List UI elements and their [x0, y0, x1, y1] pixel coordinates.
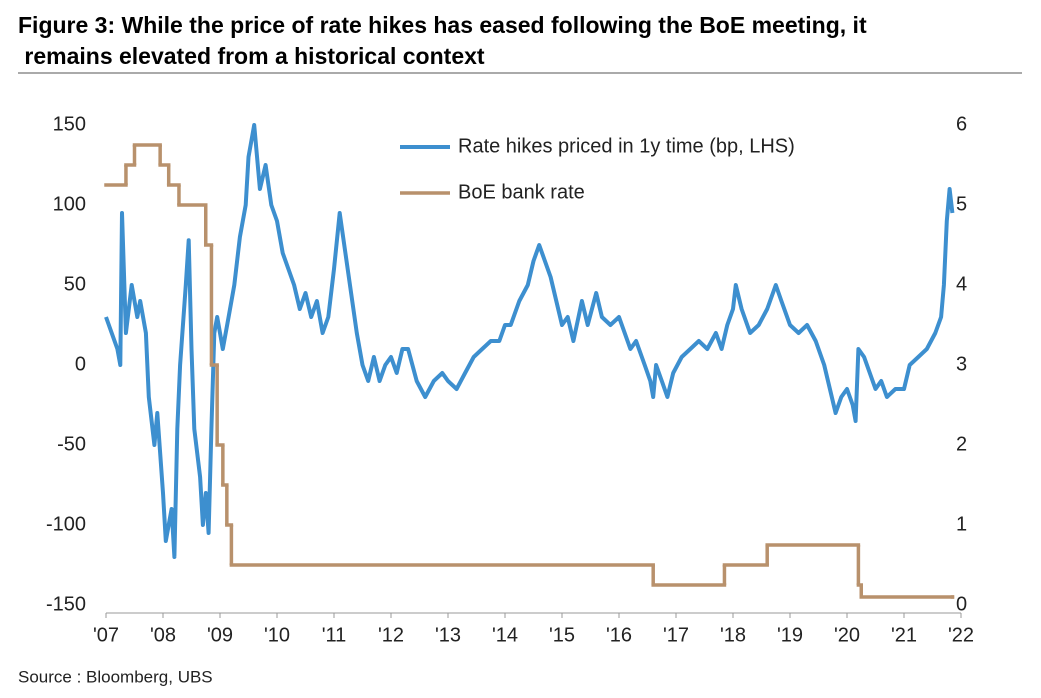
- x-tick-label: '13: [435, 624, 461, 646]
- x-tick-label: '14: [492, 624, 518, 646]
- y2-tick-label: 5: [956, 193, 967, 215]
- x-tick-label: '11: [322, 624, 347, 646]
- y-tick-label: 50: [64, 273, 86, 295]
- legend-label: BoE bank rate: [458, 181, 585, 203]
- source: Source : Bloomberg, UBS: [18, 667, 213, 686]
- x-tick-label: '16: [606, 624, 632, 646]
- y2-tick-label: 3: [956, 353, 967, 375]
- y-tick-label: 150: [53, 113, 86, 135]
- x-tick-label: '08: [150, 624, 176, 646]
- x-tick-label: '09: [207, 624, 233, 646]
- legend-label: Rate hikes priced in 1y time (bp, LHS): [458, 135, 795, 157]
- y2-tick-label: 1: [956, 513, 967, 535]
- chart-title: Figure 3: While the price of rate hikes …: [18, 12, 867, 69]
- x-tick-label: '10: [264, 624, 290, 646]
- y-tick-label: -150: [46, 593, 86, 615]
- x-tick-label: '22: [948, 624, 974, 646]
- y-tick-label: -100: [46, 513, 86, 535]
- y2-tick-label: 4: [956, 273, 967, 295]
- x-tick-label: '17: [663, 624, 689, 646]
- x-tick-label: '18: [720, 624, 746, 646]
- x-tick-label: '07: [93, 624, 119, 646]
- x-tick-label: '12: [378, 624, 404, 646]
- y2-tick-label: 0: [956, 593, 967, 615]
- y2-tick-label: 6: [956, 113, 967, 135]
- x-tick-label: '20: [834, 624, 860, 646]
- x-tick-label: '21: [891, 624, 917, 646]
- x-tick-label: '15: [549, 624, 575, 646]
- y-tick-label: 100: [53, 193, 86, 215]
- series-line: [104, 123, 955, 559]
- y2-tick-label: 2: [956, 433, 967, 455]
- y-tick-label: 0: [75, 353, 86, 375]
- x-tick-label: '19: [777, 624, 803, 646]
- y-tick-label: -50: [57, 433, 86, 455]
